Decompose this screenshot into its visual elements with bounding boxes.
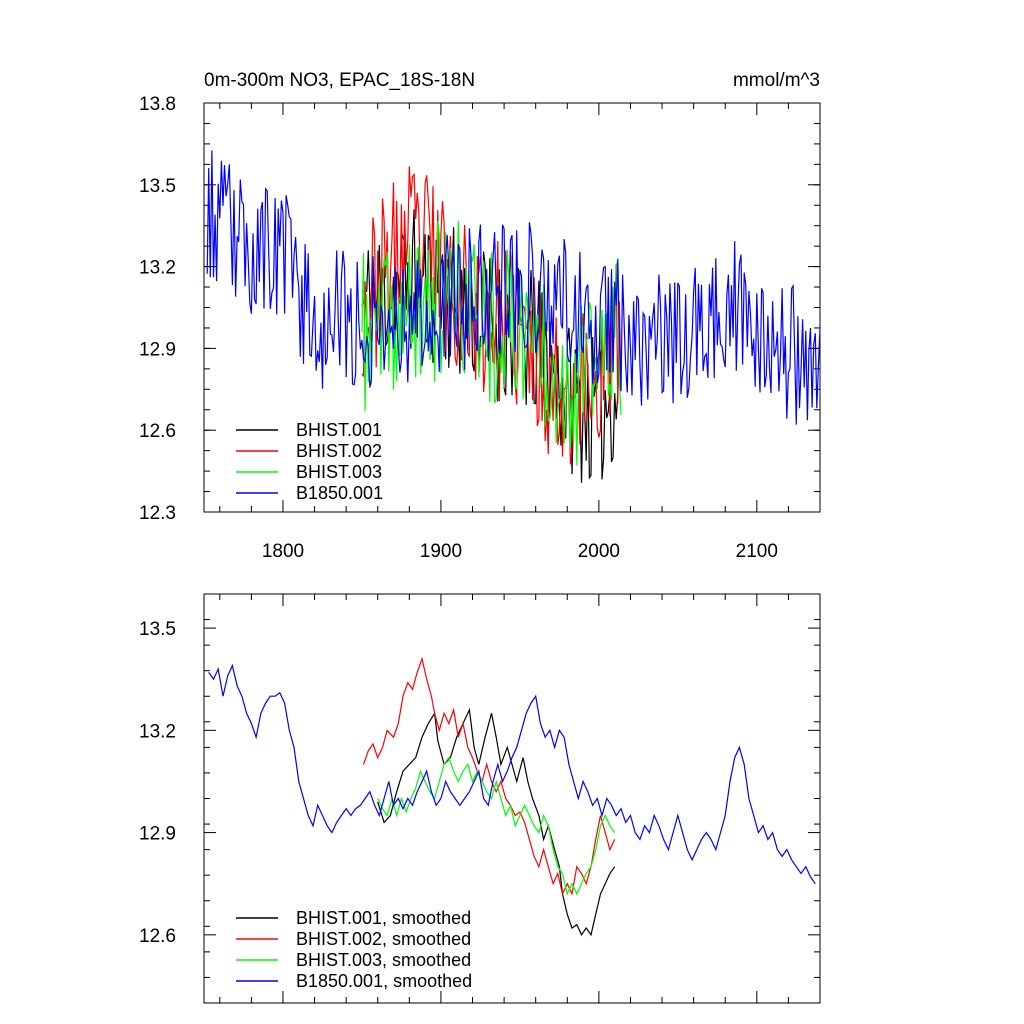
top-chart-units: mmol/m^3	[733, 70, 820, 91]
bottom-legend-label: BHIST.003, smoothed	[296, 950, 471, 970]
bottom-ytick-label: 13.2	[139, 721, 176, 742]
bottom-series-lines	[208, 656, 816, 937]
top-ytick-label: 12.6	[139, 421, 176, 442]
top-chart-title: 0m-300m NO3, EPAC_18S-18N	[204, 70, 475, 91]
bottom-ytick-label: 12.6	[139, 926, 176, 947]
bottom-ytick-label: 12.9	[139, 824, 176, 845]
bottom-series-bhist-003	[377, 756, 616, 896]
top-ytick-label: 13.8	[139, 94, 176, 115]
bottom-series-bhist-001	[377, 707, 616, 937]
bottom-legend-label: BHIST.002, smoothed	[296, 929, 471, 949]
top-legend-label: B1850.001	[296, 483, 383, 503]
bottom-series-bhist-002	[362, 656, 616, 896]
top-series-b1850-001	[206, 150, 821, 425]
bottom-panel: 13.513.212.912.6 BHIST.001, smoothedBHIS…	[139, 593, 821, 1004]
top-series-lines	[206, 150, 821, 483]
top-panel: 0m-300m NO3, EPAC_18S-18N mmol/m^3 13.81…	[139, 70, 821, 562]
bottom-axis-ticks: 13.5 13.2 12.9 12.6	[139, 593, 821, 1004]
top-ytick-label: 12.3	[139, 503, 176, 524]
bottom-series-b1850-001	[208, 663, 816, 885]
top-xtick-label: 2100	[736, 541, 778, 562]
top-legend-label: BHIST.003	[296, 462, 382, 482]
top-legend-label: BHIST.001	[296, 420, 382, 440]
top-ytick-label: 12.9	[139, 339, 176, 360]
top-ytick-label: 13.5	[139, 176, 176, 197]
bottom-legend-label: B1850.001, smoothed	[296, 971, 472, 991]
top-xtick-label: 1900	[420, 541, 462, 562]
top-legend-label: BHIST.002	[296, 441, 382, 461]
top-ytick-label: 13.2	[139, 258, 176, 279]
top-series-bhist-003	[361, 220, 622, 466]
top-xtick-label: 2000	[578, 541, 620, 562]
top-axis-ticks: 13.8 13.5 13.2 12.9 12.6 12.3 1800 1900 2000 2100	[139, 94, 821, 562]
bottom-legend-label: BHIST.001, smoothed	[296, 908, 471, 928]
bottom-ytick-label: 13.5	[139, 619, 176, 640]
top-xtick-label: 1800	[262, 541, 304, 562]
